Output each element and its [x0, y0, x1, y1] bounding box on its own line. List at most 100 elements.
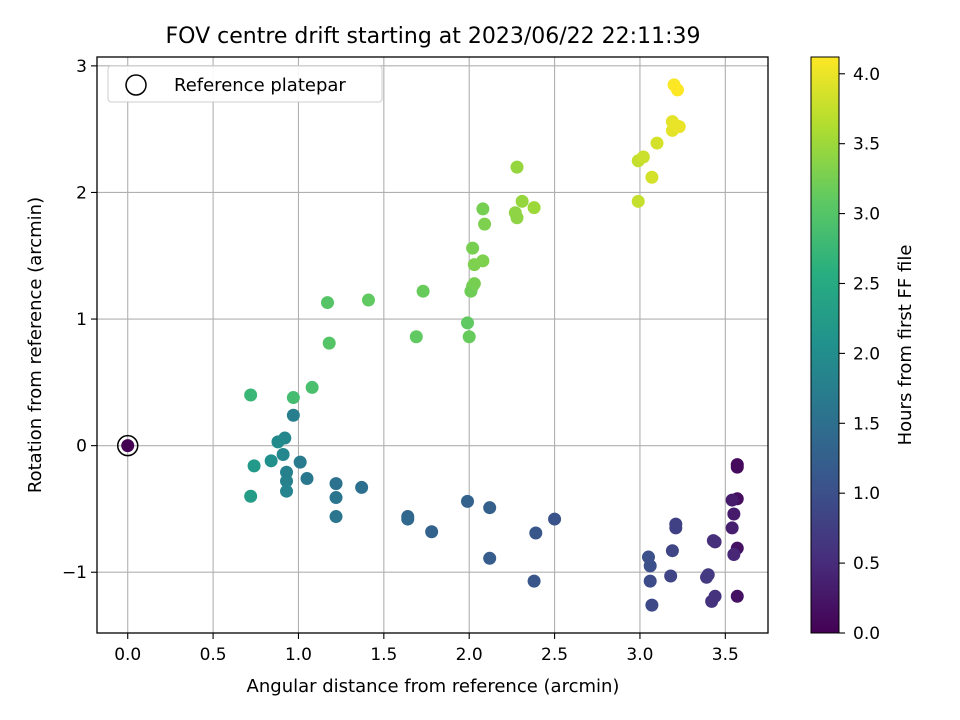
colorbar-tick-label: 2.0: [853, 344, 880, 364]
y-tick-label: −1: [62, 563, 87, 583]
data-point: [305, 380, 319, 394]
data-point: [466, 241, 480, 255]
colorbar-tick-label: 0.5: [853, 554, 880, 574]
data-point: [271, 435, 285, 449]
data-point: [401, 512, 415, 526]
reference-point: [116, 434, 139, 457]
data-point: [529, 526, 543, 540]
data-point: [671, 83, 685, 97]
data-point: [286, 391, 300, 405]
data-point: [645, 598, 659, 612]
data-point: [276, 448, 290, 462]
colorbar-gradient: [810, 56, 840, 634]
y-tick-label: 2: [76, 183, 87, 203]
colorbar: 0.0 0.5 1.0 1.5 2.0 2.5 3.0 3.5 4.0 Hours from f…: [810, 56, 916, 644]
x-tick-label: 2.5: [541, 645, 568, 665]
data-point: [643, 574, 657, 588]
data-point: [322, 336, 336, 350]
data-point: [510, 160, 524, 174]
colorbar-tick-label: 2.5: [853, 274, 880, 294]
x-tick-label: 3.5: [712, 645, 739, 665]
data-point: [527, 201, 541, 215]
x-tick-label: 3.0: [626, 645, 653, 665]
data-point: [665, 544, 679, 558]
data-point: [515, 194, 529, 208]
data-point: [672, 120, 686, 134]
y-tick-label: 0: [76, 437, 87, 457]
data-point: [280, 474, 294, 488]
x-axis-ticks: 0.0 0.5 1.0 1.5 2.0 2.5 3.0 3.5: [114, 633, 739, 665]
data-point: [705, 594, 719, 608]
legend-marker-icon: [125, 74, 147, 96]
data-point: [280, 484, 294, 498]
data-point: [727, 507, 741, 521]
data-point: [483, 551, 497, 565]
data-point: [510, 211, 524, 225]
x-tick-label: 1.0: [285, 645, 312, 665]
x-tick-label: 0.5: [200, 645, 227, 665]
data-point: [467, 277, 481, 291]
plot-frame: [96, 56, 769, 634]
data-point: [244, 489, 258, 503]
data-point: [527, 574, 541, 588]
x-axis-label: Angular distance from reference (arcmin): [247, 676, 620, 697]
x-tick-label: 0.0: [114, 645, 141, 665]
legend-label: Reference platepar: [174, 75, 346, 96]
data-point: [247, 459, 261, 473]
data-point: [645, 170, 659, 184]
y-tick-label: 1: [76, 310, 87, 330]
data-point: [461, 494, 475, 508]
data-point: [361, 293, 375, 307]
data-point: [636, 150, 650, 164]
data-point: [329, 510, 343, 524]
data-point: [461, 316, 475, 330]
data-point: [409, 330, 423, 344]
data-point: [476, 202, 490, 216]
colorbar-tick-label: 1.5: [853, 414, 880, 434]
data-point: [416, 284, 430, 298]
colorbar-tick-label: 3.5: [853, 135, 880, 155]
data-point: [669, 521, 683, 535]
data-point: [476, 254, 490, 268]
data-point: [355, 480, 369, 494]
data-point: [727, 548, 741, 562]
chart-title: FOV centre drift starting at 2023/06/22 …: [166, 24, 701, 49]
reference-marker: [116, 434, 139, 457]
colorbar-ticks: 0.0 0.5 1.0 1.5 2.0 2.5 3.0 3.5 4.0: [839, 65, 880, 644]
x-tick-label: 1.5: [370, 645, 397, 665]
data-point: [320, 296, 334, 310]
data-point: [725, 493, 739, 507]
data-point: [700, 570, 714, 584]
colorbar-label: Hours from first FF file: [895, 245, 916, 446]
data-point: [730, 460, 744, 474]
data-point: [706, 534, 720, 548]
data-point: [425, 525, 439, 539]
data-point: [329, 491, 343, 505]
legend-box: [107, 65, 383, 103]
data-point: [462, 330, 476, 344]
data-point: [483, 501, 497, 515]
colorbar-tick-label: 3.0: [853, 205, 880, 225]
data-point: [264, 454, 278, 468]
y-tick-label: 3: [76, 57, 87, 77]
legend: Reference platepar: [107, 65, 383, 103]
data-point: [244, 388, 258, 402]
data-point: [664, 569, 678, 583]
colorbar-tick-label: 1.0: [853, 484, 880, 504]
reference-data-point: [121, 439, 135, 453]
data-point: [730, 589, 744, 603]
data-point: [329, 477, 343, 491]
data-points: [244, 78, 744, 612]
x-tick-label: 2.0: [456, 645, 483, 665]
data-point: [478, 217, 492, 231]
colorbar-tick-label: 0.0: [853, 624, 880, 644]
data-point: [725, 521, 739, 535]
y-axis-ticks: −1 0 1 2 3: [62, 57, 97, 583]
data-point: [631, 194, 645, 208]
data-point: [641, 550, 655, 564]
grid-lines: [97, 57, 768, 633]
data-point: [300, 472, 314, 486]
colorbar-tick-label: 4.0: [853, 65, 880, 85]
data-point: [548, 512, 562, 526]
